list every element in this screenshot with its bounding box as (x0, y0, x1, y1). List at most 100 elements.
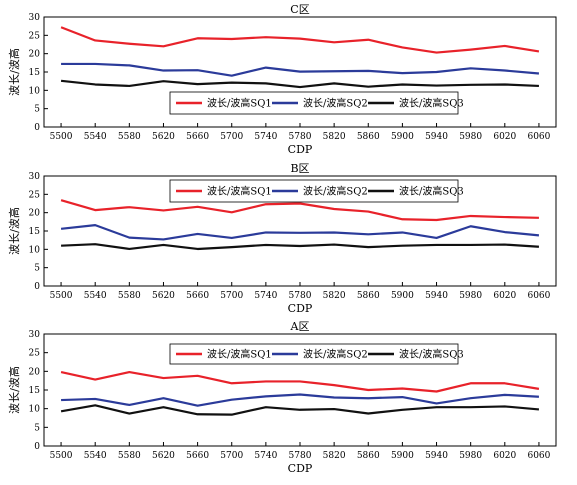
x-tick-label: 6060 (527, 132, 550, 142)
series-line-sq1 (60, 370, 540, 393)
y-axis-label: 波长/波高 (7, 207, 21, 255)
legend-box (169, 343, 459, 365)
chart-title: C区 (290, 3, 309, 16)
series-line-sq3 (60, 404, 540, 416)
y-tick-label: 0 (34, 282, 40, 292)
x-tick-label: 5700 (220, 132, 243, 142)
y-tick-label: 15 (29, 386, 41, 396)
x-tick-label: 5780 (289, 132, 312, 142)
x-tick-label: 5820 (323, 291, 346, 301)
x-tick-label: 5980 (459, 451, 482, 461)
x-tick-label: 5700 (220, 291, 243, 301)
y-tick-label: 15 (29, 227, 41, 237)
y-axis-label: 波长/波高 (7, 366, 21, 414)
legend-box (169, 179, 459, 203)
y-tick-label: 20 (29, 209, 41, 219)
series-line-sq1 (60, 199, 539, 222)
series-line-sq2 (61, 62, 540, 77)
x-tick-label: 5940 (425, 291, 448, 301)
legend: 波长/波高SQ1 波长/波高SQ2 波长/波高SQ3 (169, 91, 464, 115)
series-line-sq3 (61, 243, 540, 251)
x-tick-label: 5900 (391, 132, 414, 142)
x-tick-label: 6060 (527, 291, 550, 301)
legend-label-sq3: 波长/波高SQ3 (399, 185, 464, 198)
y-tick-label: 10 (29, 245, 41, 255)
y-tick-label: 20 (29, 367, 41, 377)
y-tick-label: 0 (34, 442, 40, 452)
x-tick-label: 5820 (323, 132, 346, 142)
y-tick-label: 15 (29, 68, 41, 78)
legend: 波长/波高SQ1 波长/波高SQ2 波长/波高SQ3 (169, 343, 464, 365)
y-tick-label: 30 (29, 330, 41, 340)
y-tick-label: 30 (29, 13, 41, 23)
x-tick-label: 5740 (254, 132, 277, 142)
x-tick-label: 5780 (289, 451, 312, 461)
x-tick-label: 5620 (152, 291, 175, 301)
x-axis-label: CDP (288, 462, 313, 475)
x-tick-label: 5900 (391, 451, 414, 461)
x-tick-label: 5980 (459, 132, 482, 142)
x-tick-label: 5540 (84, 132, 107, 142)
legend-label-sq1: 波长/波高SQ1 (207, 348, 272, 361)
y-tick-label: 5 (34, 105, 40, 115)
legend-label-sq1: 波长/波高SQ1 (207, 185, 272, 198)
chart-panel-2: B区 0 5 10 15 20 25 30 5500 5540 5580 5620 5660 5700 57… (7, 162, 557, 315)
x-tick-label: 5940 (425, 451, 448, 461)
series-line-sq2 (60, 224, 540, 241)
x-tick-label: 5700 (220, 451, 243, 461)
x-axis-label: CDP (288, 143, 313, 156)
x-tick-label: 5580 (118, 451, 141, 461)
y-tick-label: 30 (29, 172, 41, 182)
y-tick-label: 25 (29, 349, 41, 359)
legend-label-sq3: 波长/波高SQ3 (399, 348, 464, 361)
x-tick-label: 5580 (118, 132, 141, 142)
x-tick-label: 5740 (254, 291, 277, 301)
chart-title: A区 (290, 320, 310, 333)
x-tick-label: 6020 (493, 132, 516, 142)
y-tick-label: 5 (34, 423, 40, 433)
y-tick-label: 0 (34, 123, 40, 133)
x-tick-label: 5980 (459, 291, 482, 301)
x-tick-label: 5620 (152, 132, 175, 142)
y-tick-label: 10 (29, 86, 41, 96)
legend: 波长/波高SQ1 波长/波高SQ2 波长/波高SQ3 (169, 179, 464, 203)
x-tick-label: 5940 (425, 132, 448, 142)
x-tick-label: 5860 (357, 132, 380, 142)
legend-label-sq2: 波长/波高SQ2 (303, 185, 368, 198)
series-line-sq2 (61, 393, 539, 407)
x-tick-label: 5620 (152, 451, 175, 461)
y-tick-label: 10 (29, 405, 41, 415)
y-axis-label: 波长/波高 (7, 48, 21, 96)
x-tick-label: 5900 (391, 291, 414, 301)
chart-title: B区 (290, 162, 309, 175)
x-tick-label: 5860 (357, 291, 380, 301)
x-tick-label: 5860 (357, 451, 380, 461)
x-tick-label: 6020 (493, 451, 516, 461)
legend-label-sq3: 波长/波高SQ3 (399, 97, 464, 110)
legend-label-sq2: 波长/波高SQ2 (303, 97, 368, 110)
x-tick-label: 5540 (84, 291, 107, 301)
y-tick-label: 25 (29, 31, 41, 41)
x-tick-label: 5660 (186, 291, 209, 301)
series-line-sq1 (60, 26, 540, 54)
x-tick-label: 5660 (186, 451, 209, 461)
chart-panel-1: C区 0 5 10 15 20 25 30 5500 5540 5580 5620 5660 5700 57… (7, 3, 557, 156)
x-tick-label: 5500 (50, 451, 73, 461)
y-tick-label: 20 (29, 50, 41, 60)
x-tick-label: 6020 (493, 291, 516, 301)
x-axis-label: CDP (288, 302, 313, 315)
x-tick-label: 5500 (50, 291, 73, 301)
x-tick-label: 5740 (254, 451, 277, 461)
x-tick-label: 5580 (118, 291, 141, 301)
y-tick-label: 25 (29, 190, 41, 200)
x-tick-label: 5500 (50, 132, 73, 142)
x-tick-label: 5820 (323, 451, 346, 461)
x-tick-label: 5540 (84, 451, 107, 461)
legend-label-sq1: 波长/波高SQ1 (207, 97, 272, 110)
legend-label-sq2: 波长/波高SQ2 (303, 348, 368, 361)
chart-panel-3: A区 0 5 10 15 20 25 30 5500 5540 5580 5620 5660 5700 57… (7, 320, 557, 475)
y-tick-label: 5 (34, 264, 40, 274)
series-line-sq3 (60, 79, 539, 89)
x-tick-label: 5660 (186, 132, 209, 142)
